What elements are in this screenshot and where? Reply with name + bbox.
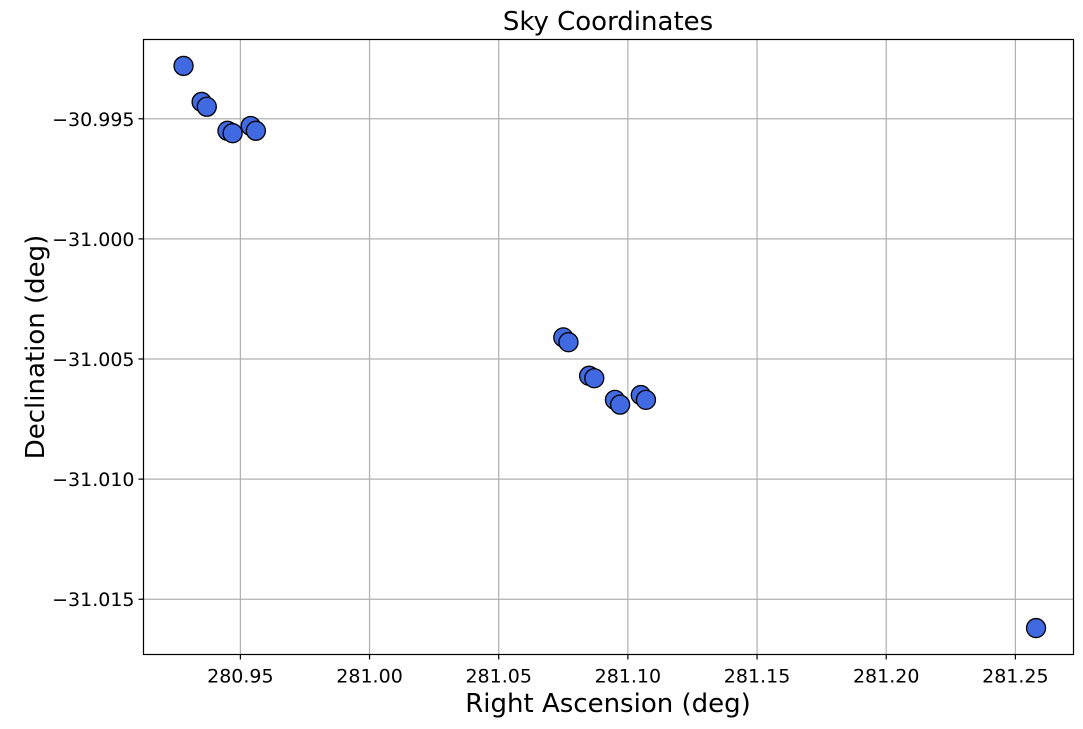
data-point [173,55,194,77]
data-point [245,120,267,141]
axis-ticks: 280.95 281.00 281.05 281.10 281.15 281.20 281.… [52,109,1049,688]
chart-title: Sky Coordinates [503,7,713,37]
y-tick-label: −30.995 [52,109,134,131]
data-point [584,368,605,389]
x-tick-label: 281.00 [336,666,402,688]
data-point [609,394,631,415]
grid [143,39,1074,655]
y-axis-label: Declination (deg) [21,235,51,460]
data-point [222,123,243,144]
x-tick-label: 281.20 [853,666,919,688]
x-tick-label: 281.10 [595,666,661,688]
x-axis-label: Right Ascension (deg) [465,689,751,719]
data-point [558,332,579,353]
data-point [635,389,657,411]
y-tick-label: −31.005 [52,349,134,371]
x-tick-label: 281.15 [724,666,790,688]
plot-frame [142,38,1075,656]
y-tick-label: −31.000 [52,229,134,251]
data-points [173,55,1047,639]
y-tick-label: −31.015 [52,589,134,611]
x-tick-label: 281.25 [982,666,1048,688]
data-point [196,96,217,117]
x-tick-label: 280.95 [207,666,273,688]
x-tick-label: 281.05 [465,666,531,688]
data-point [1025,617,1047,639]
y-tick-label: −31.010 [52,469,134,491]
